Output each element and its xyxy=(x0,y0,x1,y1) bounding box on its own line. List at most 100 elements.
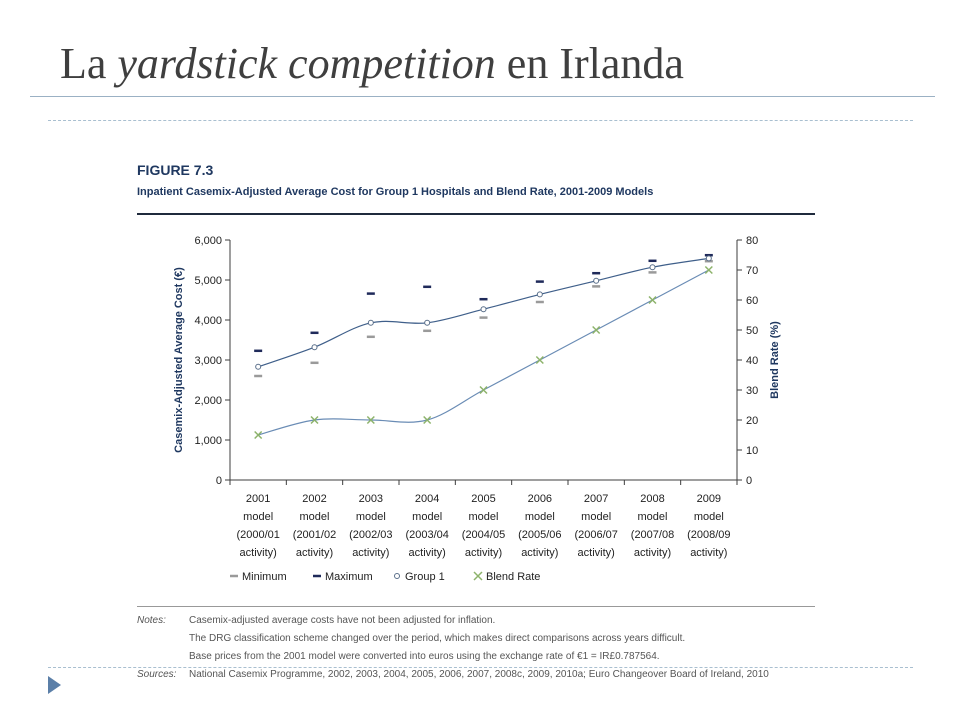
title-italic: yardstick competition xyxy=(117,39,496,88)
notes-heading: Notes: xyxy=(137,615,166,626)
x-category-label: (2007/08 xyxy=(631,529,674,541)
blend-rate-point xyxy=(254,430,263,440)
x-category-label: (2001/02 xyxy=(293,529,336,541)
right-tick-label: 60 xyxy=(746,295,758,307)
note-row: The DRG classification scheme changed ov… xyxy=(137,630,827,648)
x-category-label: activity) xyxy=(409,547,446,559)
cost-blend-chart: 0 1,000 2,000 3,000 4,000 5,000 6,000 0 10 20 30 40… xyxy=(173,235,781,583)
left-axis-title: Casemix-Adjusted Average Cost (€) xyxy=(173,267,185,453)
right-tick-label: 30 xyxy=(746,385,758,397)
sources-heading: Sources: xyxy=(137,669,177,680)
blend-rate-line xyxy=(258,269,710,436)
group1-point xyxy=(311,344,318,351)
x-category-label: model xyxy=(412,511,442,523)
note-line: The DRG classification scheme changed ov… xyxy=(189,633,686,644)
x-category-label: 2005 xyxy=(471,493,495,505)
x-category-label: (2003/04 xyxy=(405,529,448,541)
dashed-divider-bottom xyxy=(48,667,913,668)
group1-point xyxy=(649,264,656,271)
figure-subtitle: Inpatient Casemix-Adjusted Average Cost … xyxy=(137,186,654,198)
right-tick-label: 50 xyxy=(746,325,758,337)
blend-rate-point xyxy=(535,355,544,365)
left-tick-label: 0 xyxy=(216,475,222,487)
blend-rate-point xyxy=(648,295,657,305)
x-category-label: 2007 xyxy=(584,493,608,505)
group1-point xyxy=(367,319,374,326)
x-category-label: model xyxy=(300,511,330,523)
x-category-label: (2002/03 xyxy=(349,529,392,541)
title-prefix: La xyxy=(60,39,118,88)
blend-rate-point xyxy=(366,415,375,425)
x-category-label: activity) xyxy=(240,547,277,559)
x-category-label: model xyxy=(638,511,668,523)
slide-title: La yardstick competition en Irlanda xyxy=(60,38,684,89)
x-category-label: activity) xyxy=(578,547,615,559)
right-tick-label: 70 xyxy=(746,265,758,277)
x-category-label: 2004 xyxy=(415,493,439,505)
blend-rate-point xyxy=(592,325,601,335)
x-category-label: 2002 xyxy=(302,493,326,505)
blend-rate-point xyxy=(423,415,432,425)
left-tick-label: 2,000 xyxy=(194,395,222,407)
x-category-label: model xyxy=(694,511,724,523)
x-category-label: activity) xyxy=(352,547,389,559)
notes-block: Notes: Casemix-adjusted average costs ha… xyxy=(137,612,827,684)
group1-point xyxy=(424,319,431,326)
figure-rule xyxy=(137,213,815,215)
x-category-label: 2003 xyxy=(359,493,383,505)
right-tick-label: 0 xyxy=(746,475,752,487)
x-category-label: model xyxy=(581,511,611,523)
x-category-label: 2001 xyxy=(246,493,270,505)
note-row: Notes: Casemix-adjusted average costs ha… xyxy=(137,612,827,630)
group1-point xyxy=(593,277,600,284)
note-line: Base prices from the 2001 model were con… xyxy=(189,651,660,662)
right-tick-label: 10 xyxy=(746,445,758,457)
x-category-label: 2008 xyxy=(640,493,664,505)
x-category-label: (2006/07 xyxy=(574,529,617,541)
left-tick-label: 3,000 xyxy=(194,355,222,367)
x-category-label: model xyxy=(525,511,555,523)
x-category-label: activity) xyxy=(690,547,727,559)
figure-label: FIGURE 7.3 xyxy=(137,162,214,178)
x-category-label: 2006 xyxy=(528,493,552,505)
legend-label: Minimum xyxy=(242,571,287,583)
right-tick-label: 40 xyxy=(746,355,758,367)
note-line: Casemix-adjusted average costs have not … xyxy=(189,615,496,626)
x-category-label: activity) xyxy=(465,547,502,559)
blend-rate-point xyxy=(479,385,488,395)
right-tick-label: 80 xyxy=(746,235,758,247)
legend-swatch xyxy=(394,573,400,579)
group1-point xyxy=(536,291,543,298)
title-underline xyxy=(30,96,935,97)
x-category-label: activity) xyxy=(296,547,333,559)
group1-point xyxy=(255,363,262,370)
group1-point xyxy=(705,255,712,262)
group1-point xyxy=(480,306,487,313)
blend-rate-point xyxy=(310,415,319,425)
x-category-label: (2004/05 xyxy=(462,529,505,541)
x-category-label: (2005/06 xyxy=(518,529,561,541)
x-category-label: model xyxy=(243,511,273,523)
note-row: Base prices from the 2001 model were con… xyxy=(137,648,827,666)
left-tick-label: 6,000 xyxy=(194,235,222,247)
notes-rule xyxy=(137,606,815,607)
legend-label: Blend Rate xyxy=(486,571,540,583)
right-axis-title: Blend Rate (%) xyxy=(769,321,781,399)
x-category-label: 2009 xyxy=(697,493,721,505)
group1-line xyxy=(257,257,709,368)
left-tick-label: 5,000 xyxy=(194,275,222,287)
x-category-label: (2008/09 xyxy=(687,529,730,541)
x-category-label: (2000/01 xyxy=(236,529,279,541)
left-tick-label: 4,000 xyxy=(194,315,222,327)
x-category-label: activity) xyxy=(634,547,671,559)
right-tick-label: 20 xyxy=(746,415,758,427)
legend-swatch xyxy=(473,571,483,581)
legend-label: Group 1 xyxy=(405,571,445,583)
x-category-label: model xyxy=(469,511,499,523)
left-tick-label: 1,000 xyxy=(194,435,222,447)
title-suffix: en Irlanda xyxy=(495,39,684,88)
bullet-triangle-icon xyxy=(48,676,61,694)
x-category-label: activity) xyxy=(521,547,558,559)
dashed-divider-top xyxy=(48,120,913,121)
sources-row: Sources: National Casemix Programme, 200… xyxy=(137,666,827,684)
